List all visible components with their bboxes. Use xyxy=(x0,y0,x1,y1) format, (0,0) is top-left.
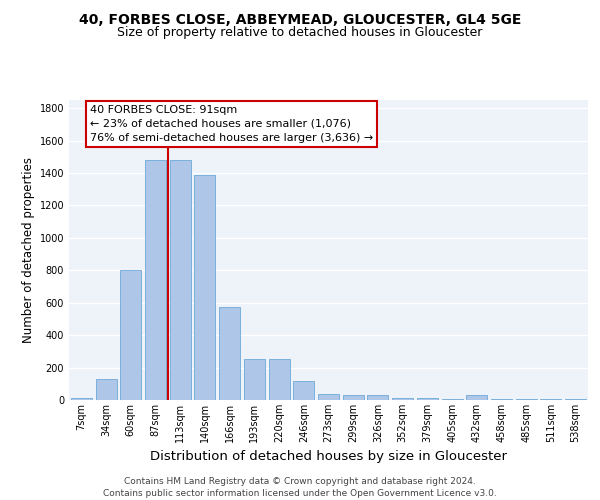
Bar xyxy=(466,395,487,400)
X-axis label: Distribution of detached houses by size in Gloucester: Distribution of detached houses by size … xyxy=(150,450,507,464)
Bar xyxy=(120,270,141,400)
Bar xyxy=(392,398,413,400)
Text: Size of property relative to detached houses in Gloucester: Size of property relative to detached ho… xyxy=(118,26,482,39)
Bar xyxy=(442,399,463,400)
Bar xyxy=(170,160,191,400)
Bar xyxy=(565,399,586,400)
Bar xyxy=(491,399,512,400)
Bar xyxy=(417,398,438,400)
Bar xyxy=(219,307,240,400)
Text: 40, FORBES CLOSE, ABBEYMEAD, GLOUCESTER, GL4 5GE: 40, FORBES CLOSE, ABBEYMEAD, GLOUCESTER,… xyxy=(79,12,521,26)
Y-axis label: Number of detached properties: Number of detached properties xyxy=(22,157,35,343)
Bar xyxy=(318,394,339,400)
Bar xyxy=(71,398,92,400)
Text: Contains HM Land Registry data © Crown copyright and database right 2024.
Contai: Contains HM Land Registry data © Crown c… xyxy=(103,476,497,498)
Bar xyxy=(95,379,116,400)
Bar xyxy=(367,395,388,400)
Bar xyxy=(194,174,215,400)
Bar xyxy=(244,360,265,400)
Bar xyxy=(145,160,166,400)
Bar xyxy=(516,399,537,400)
Bar xyxy=(269,360,290,400)
Bar xyxy=(541,399,562,400)
Text: 40 FORBES CLOSE: 91sqm
← 23% of detached houses are smaller (1,076)
76% of semi-: 40 FORBES CLOSE: 91sqm ← 23% of detached… xyxy=(90,105,373,143)
Bar xyxy=(343,395,364,400)
Bar xyxy=(293,380,314,400)
